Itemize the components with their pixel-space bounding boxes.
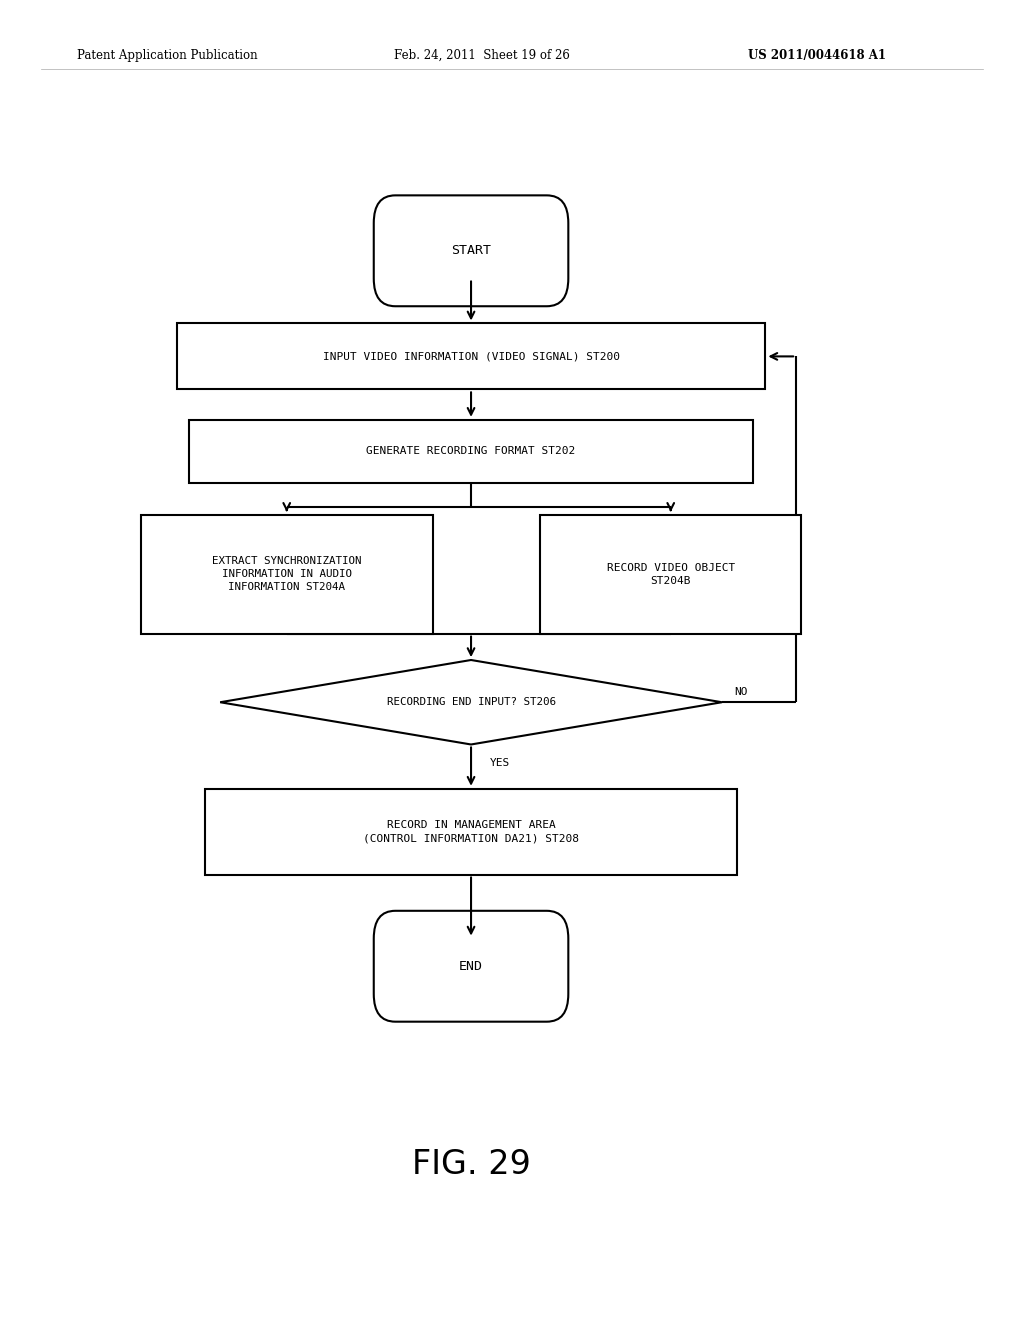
Text: RECORD IN MANAGEMENT AREA
(CONTROL INFORMATION DA21) ST208: RECORD IN MANAGEMENT AREA (CONTROL INFOR… [364,820,579,843]
FancyBboxPatch shape [374,911,568,1022]
Text: Patent Application Publication: Patent Application Publication [77,49,257,62]
Text: NO: NO [734,686,748,697]
Text: RECORDING END INPUT? ST206: RECORDING END INPUT? ST206 [386,697,556,708]
Bar [205,788,737,874]
Text: Feb. 24, 2011  Sheet 19 of 26: Feb. 24, 2011 Sheet 19 of 26 [394,49,570,62]
Text: INPUT VIDEO INFORMATION (VIDEO SIGNAL) ST200: INPUT VIDEO INFORMATION (VIDEO SIGNAL) S… [323,351,620,362]
Text: START: START [451,244,492,257]
Bar [141,515,432,634]
Text: RECORD VIDEO OBJECT
ST204B: RECORD VIDEO OBJECT ST204B [606,562,735,586]
Polygon shape [220,660,722,744]
Text: END: END [459,960,483,973]
Bar [189,420,753,483]
Bar [177,323,766,389]
Text: US 2011/0044618 A1: US 2011/0044618 A1 [748,49,886,62]
FancyBboxPatch shape [374,195,568,306]
Text: YES: YES [489,758,510,768]
Text: FIG. 29: FIG. 29 [412,1147,530,1180]
Text: EXTRACT SYNCHRONIZATION
INFORMATION IN AUDIO
INFORMATION ST204A: EXTRACT SYNCHRONIZATION INFORMATION IN A… [212,556,361,593]
Text: GENERATE RECORDING FORMAT ST202: GENERATE RECORDING FORMAT ST202 [367,446,575,457]
Bar [541,515,802,634]
